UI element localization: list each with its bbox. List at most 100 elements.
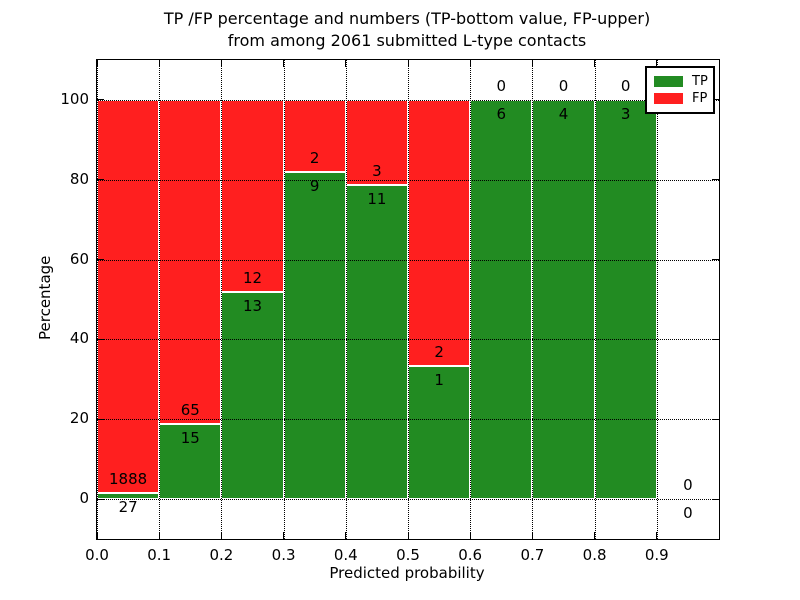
bar-tp-count-label: 15 — [180, 429, 200, 448]
y-tick-mark — [97, 498, 104, 500]
fp-color-swatch — [654, 93, 683, 104]
bar-tp-count-label: 11 — [367, 190, 387, 209]
x-tick-label: 0.6 — [458, 546, 483, 564]
bar-tp-segment — [408, 366, 471, 500]
legend-label-tp: TP — [692, 74, 708, 89]
y-tick-mark-right — [712, 179, 719, 181]
x-tick-mark-top — [158, 60, 160, 67]
x-tick-label: 0.7 — [520, 546, 545, 564]
bar-fp-segment — [159, 99, 222, 425]
bar-tp-count-label: 9 — [309, 177, 320, 196]
x-tick-mark-top — [656, 60, 658, 67]
y-tick-mark-right — [712, 338, 719, 340]
chart-title: TP /FP percentage and numbers (TP-bottom… — [96, 8, 718, 52]
gridline-vertical — [594, 60, 596, 539]
y-tick-mark — [97, 338, 104, 340]
x-tick-mark-top — [594, 60, 596, 67]
x-tick-mark — [469, 532, 471, 539]
bar-tp-count-label: 13 — [242, 296, 263, 315]
y-tick-mark — [97, 99, 104, 101]
y-tick-label: 0 — [79, 489, 89, 508]
bar-fp-count-label: 2 — [434, 343, 444, 362]
y-tick-mark — [97, 259, 104, 261]
bar-tp-segment — [345, 185, 408, 500]
y-tick-mark — [97, 418, 104, 420]
bar-tp-segment — [532, 99, 595, 500]
y-tick-mark-right — [712, 99, 719, 101]
gridline-vertical — [97, 60, 98, 539]
bar-fp-count-label: 3 — [372, 162, 382, 181]
x-tick-mark — [594, 532, 596, 539]
x-tick-label: 0.0 — [85, 546, 109, 564]
gridline-vertical — [159, 60, 161, 539]
y-tick-mark — [97, 179, 104, 181]
y-tick-label: 20 — [69, 409, 89, 428]
x-tick-mark — [220, 532, 222, 539]
bar-fp-count-label: 0 — [683, 476, 693, 495]
x-tick-mark-top — [283, 60, 285, 67]
x-axis-label: Predicted probability — [329, 564, 485, 582]
bar-tp-segment — [470, 99, 533, 500]
x-tick-label: 0.9 — [644, 546, 669, 564]
x-tick-label: 0.4 — [333, 546, 358, 564]
x-tick-mark — [656, 532, 658, 539]
gridline-vertical — [532, 60, 534, 539]
x-tick-label: 0.1 — [147, 546, 172, 564]
y-tick-mark-right — [712, 259, 719, 261]
x-tick-mark-top — [469, 60, 471, 67]
gridline-vertical — [345, 60, 347, 539]
y-tick-label: 100 — [60, 89, 89, 108]
gridline-vertical — [221, 60, 223, 539]
plot-area: 0.0 0.1 0.2 0.3 0.4 0.5 0.6 0.7 0.8 0.9 0 20 40 60 80 1… — [60, 59, 720, 564]
x-tick-mark — [345, 532, 347, 539]
x-tick-mark — [96, 532, 98, 539]
x-tick-mark — [158, 532, 160, 539]
x-tick-mark-top — [220, 60, 222, 67]
bar-tp-count-label: 27 — [118, 498, 138, 517]
gridline-vertical — [470, 60, 472, 539]
bar-fp-count-label: 0 — [620, 76, 631, 95]
bar-tp-count-label: 0 — [683, 504, 693, 523]
bar-tp-count-label: 1 — [434, 371, 444, 390]
x-tick-label: 0.8 — [582, 546, 607, 564]
x-tick-mark-top — [531, 60, 533, 67]
x-tick-mark — [407, 532, 409, 539]
chart-title-line2: from among 2061 submitted L-type contact… — [227, 31, 587, 50]
bar-fp-count-label: 2 — [309, 149, 320, 168]
y-tick-mark-right — [712, 498, 719, 500]
legend-label-fp: FP — [692, 91, 708, 106]
legend-item-tp: TP — [654, 73, 708, 90]
bar-fp-segment — [408, 99, 471, 367]
bar-fp-count-label: 1888 — [109, 470, 148, 489]
bar-tp-count-label: 3 — [620, 104, 631, 123]
bar-fp-segment — [97, 99, 160, 494]
chart-title-line1: TP /FP percentage and numbers (TP-bottom… — [163, 9, 651, 28]
x-tick-mark-top — [96, 60, 98, 67]
bar-fp-count-label: 0 — [496, 76, 507, 95]
x-tick-mark — [283, 532, 285, 539]
legend: TP FP — [645, 66, 715, 114]
x-tick-label: 0.5 — [396, 546, 420, 564]
bar-fp-segment — [221, 99, 284, 292]
bar-fp-count-label: 65 — [180, 401, 200, 420]
y-tick-label: 60 — [69, 249, 89, 268]
y-axis-label: Percentage — [36, 255, 54, 341]
bar-fp-count-label: 0 — [558, 76, 569, 95]
y-tick-label: 40 — [69, 329, 89, 348]
x-tick-label: 0.2 — [209, 546, 234, 564]
x-tick-mark-top — [345, 60, 347, 67]
x-tick-label: 0.3 — [271, 546, 296, 564]
bar-tp-segment — [221, 291, 284, 500]
y-tick-mark-right — [712, 418, 719, 420]
bar-tp-segment — [594, 99, 657, 500]
gridline-vertical — [283, 60, 285, 539]
bar-tp-segment — [283, 172, 346, 500]
gridline-vertical — [656, 60, 658, 539]
bar-tp-count-label: 6 — [496, 104, 507, 123]
y-tick-label: 80 — [69, 169, 89, 188]
x-tick-mark — [531, 532, 533, 539]
tp-color-swatch — [654, 76, 683, 87]
x-tick-mark-top — [407, 60, 409, 67]
gridline-vertical — [408, 60, 409, 539]
